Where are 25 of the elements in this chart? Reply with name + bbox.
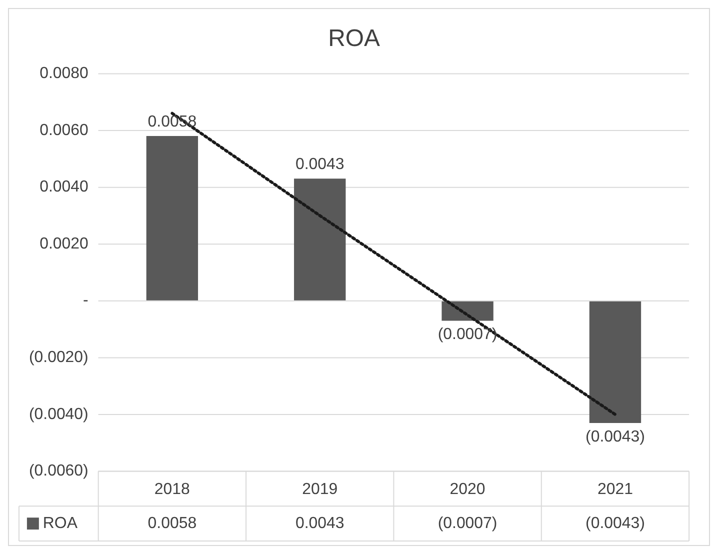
y-tick-label: 0.0060 (40, 122, 88, 139)
y-tick-label: (0.0040) (28, 406, 88, 423)
bar (442, 301, 494, 321)
y-tick-label: 0.0080 (40, 64, 88, 82)
data-label: (0.0043) (586, 514, 645, 532)
x-tick-label: 2018 (154, 481, 190, 498)
y-tick-label: - (83, 292, 88, 310)
y-tick-label: (0.0060) (28, 462, 88, 480)
bar (589, 301, 642, 423)
x-tick-label: 2020 (450, 481, 486, 498)
y-tick-label: (0.0020) (28, 349, 88, 366)
bar (294, 178, 346, 300)
data-label: 0.0058 (148, 514, 197, 532)
y-tick-label: 0.0040 (40, 178, 88, 196)
x-tick-label: 2019 (302, 481, 338, 498)
chart-title: ROA (328, 24, 380, 52)
data-label: 0.0043 (295, 514, 344, 532)
bar (146, 136, 198, 300)
legend-label: ROA (42, 514, 78, 532)
y-tick-label: 0.0020 (40, 235, 88, 252)
text: (0.0043) (586, 428, 645, 446)
text: (0.0007) (438, 326, 498, 344)
data-label: (0.0007) (438, 514, 498, 532)
text: 0.0043 (295, 156, 344, 174)
x-tick-label: 2021 (597, 481, 634, 498)
